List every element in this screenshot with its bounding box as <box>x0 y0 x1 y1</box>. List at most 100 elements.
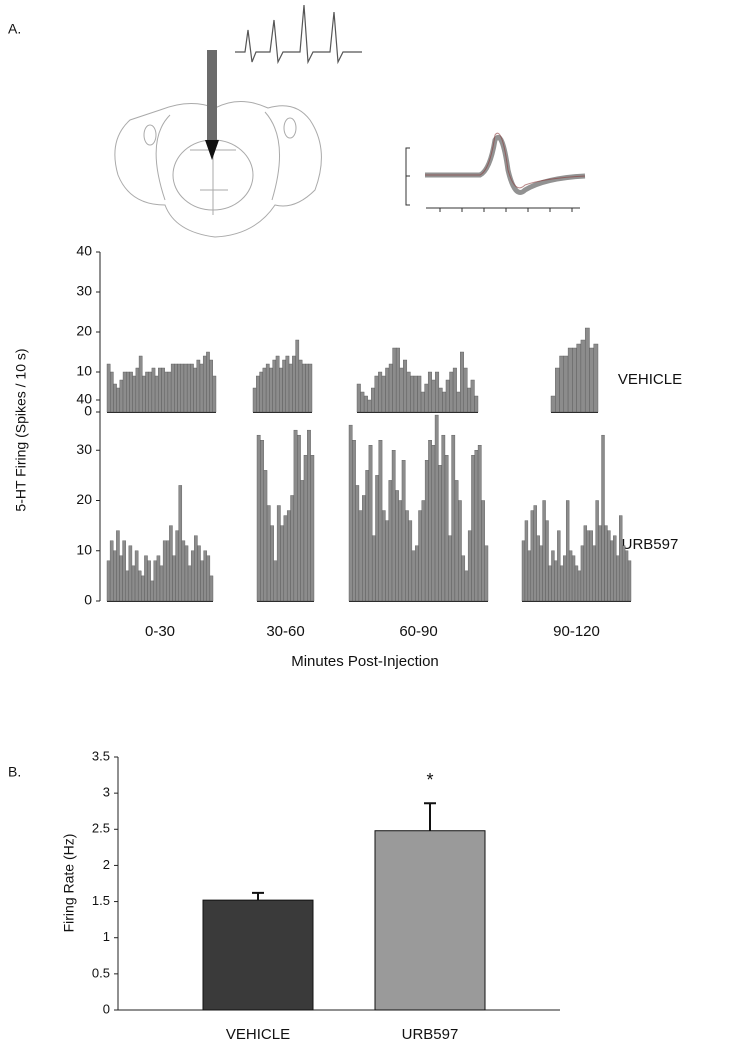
histogram-bar <box>420 391 425 413</box>
histogram-bar <box>106 560 111 602</box>
histogram-bar <box>474 450 479 602</box>
histogram-bar <box>266 505 271 602</box>
y-axis-label: Firing Rate (Hz) <box>61 834 77 933</box>
histogram-bar <box>169 525 173 602</box>
y-tick-label: 20 <box>76 323 92 339</box>
histogram-bar <box>593 343 599 413</box>
y-tick-label: 1 <box>103 929 110 944</box>
histogram-bar <box>571 555 576 602</box>
histogram-bar <box>161 367 165 413</box>
histogram-bar <box>113 550 117 602</box>
histogram-bar <box>381 510 386 602</box>
histogram-bar <box>174 363 178 413</box>
histogram-bar <box>256 434 261 602</box>
histogram-bar <box>181 540 186 602</box>
histogram-bar <box>550 395 556 413</box>
histogram-bar <box>197 545 201 602</box>
y-tick-label: 3 <box>103 785 110 800</box>
histogram-bar <box>187 565 192 602</box>
histogram-bar <box>554 560 558 602</box>
histogram-bar <box>164 371 169 413</box>
histogram-bar <box>391 450 396 602</box>
y-tick-label: 30 <box>76 441 92 457</box>
histogram-bar <box>399 367 404 413</box>
histogram-bar <box>572 347 577 413</box>
y-tick-label: 2 <box>103 857 110 872</box>
x-tick-label: URB597 <box>402 1026 459 1043</box>
histogram-bar <box>269 367 273 413</box>
histogram-bar <box>445 379 450 413</box>
histogram-bar <box>371 535 376 602</box>
histogram-bar <box>484 545 489 602</box>
histogram-bar <box>122 540 126 602</box>
y-axis-label: 5-HT Firing (Spikes / 10 s) <box>13 348 29 511</box>
histogram-bar <box>441 434 446 602</box>
histogram-bar <box>463 367 468 413</box>
histogram-bar <box>172 555 176 602</box>
histogram-bar <box>305 363 309 413</box>
histogram-bar <box>567 347 573 413</box>
histogram-bar <box>427 371 432 413</box>
histogram-bar <box>186 363 191 413</box>
histogram-bar <box>467 387 472 413</box>
histogram-bar <box>134 550 139 602</box>
x-tick-label: 0-30 <box>145 623 175 640</box>
histogram-bar <box>137 570 142 602</box>
histogram-bar <box>301 363 306 413</box>
histogram-bar <box>533 505 537 602</box>
histogram-bar <box>144 555 148 602</box>
histogram-bar <box>194 535 198 602</box>
histogram-bar <box>190 363 194 413</box>
histogram-bar <box>438 387 443 413</box>
histogram-bar <box>454 480 459 602</box>
histogram-bar <box>265 363 270 413</box>
histogram-bar <box>132 375 137 413</box>
histogram-bar <box>414 545 419 602</box>
histogram-bar <box>619 515 623 602</box>
histogram-bar <box>275 355 280 413</box>
histogram-bar <box>403 359 408 413</box>
histogram-bar <box>141 575 145 602</box>
histogram-bar <box>362 495 366 602</box>
electrode <box>205 50 219 160</box>
histogram-bar <box>527 550 532 602</box>
histogram-bar <box>456 391 461 413</box>
histogram-bar <box>252 387 257 413</box>
histogram-bar <box>371 387 375 413</box>
y-tick-label: 0 <box>103 1001 110 1016</box>
panel-label: B. <box>8 764 21 780</box>
histogram-bar <box>262 367 267 413</box>
histogram-bar <box>374 375 379 413</box>
histogram-bar <box>385 367 390 413</box>
histogram-bar <box>428 440 432 602</box>
histogram-bar <box>360 391 365 413</box>
histogram-bar <box>449 371 454 413</box>
histogram-bar <box>206 555 211 602</box>
histogram-bar <box>355 485 360 602</box>
histogram-bar <box>272 359 277 413</box>
histogram-bar <box>259 371 264 413</box>
histogram-bar <box>616 555 620 602</box>
histogram-bar <box>129 371 133 413</box>
histogram-bar <box>154 375 159 413</box>
histogram-bar <box>557 530 561 602</box>
histogram-bar <box>273 560 278 602</box>
histogram-bar <box>458 500 462 602</box>
histogram-bar <box>442 391 447 413</box>
histogram-bar <box>365 470 370 602</box>
histogram-bar <box>166 540 170 602</box>
histogram-bar <box>276 505 281 602</box>
histogram-bar <box>148 371 153 413</box>
y-tick-label: 40 <box>76 391 92 407</box>
histogram-bar <box>536 535 540 602</box>
histogram-bar <box>142 375 146 413</box>
y-tick-label: 3.5 <box>92 748 110 763</box>
histogram-bar <box>584 327 590 413</box>
histogram-bar <box>199 363 204 413</box>
histogram-bar <box>470 379 475 413</box>
bar <box>374 830 486 1011</box>
histogram-bar <box>200 560 204 602</box>
histogram-bar <box>310 455 315 602</box>
histogram-bar <box>177 363 181 413</box>
histogram-bar <box>444 455 449 602</box>
